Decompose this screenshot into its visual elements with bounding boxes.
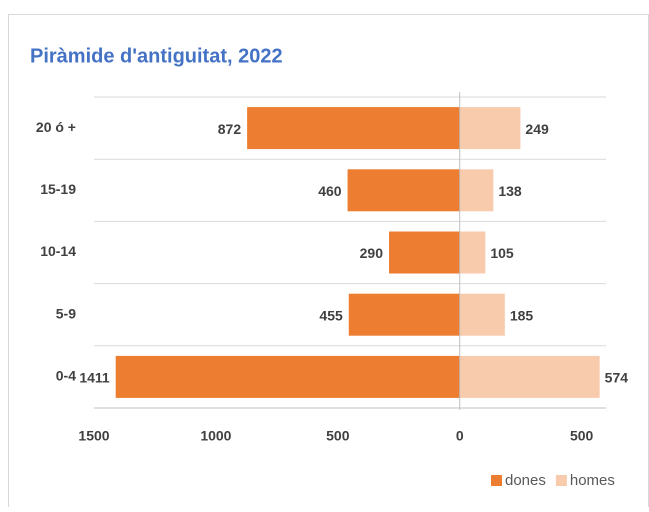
chart-title: Piràmide d'antiguitat, 2022 bbox=[30, 45, 283, 67]
y-tick-label: 0-4 bbox=[56, 368, 76, 384]
x-tick-label: 1500 bbox=[78, 428, 109, 444]
data-label: 574 bbox=[605, 370, 629, 386]
legend-swatch bbox=[491, 475, 502, 486]
x-tick-label: 500 bbox=[326, 428, 350, 444]
bar bbox=[247, 107, 460, 150]
y-tick-label: 10-14 bbox=[40, 243, 76, 259]
y-tick-label: 15-19 bbox=[40, 181, 76, 197]
y-tick-label: 20 ó + bbox=[36, 119, 76, 135]
bar bbox=[459, 169, 494, 212]
bar bbox=[389, 231, 460, 274]
data-label: 1411 bbox=[79, 370, 110, 386]
data-label: 290 bbox=[360, 245, 384, 261]
bar bbox=[459, 293, 505, 336]
x-tick-label: 1000 bbox=[200, 428, 231, 444]
legend-label: homes bbox=[570, 472, 615, 489]
y-tick-label: 5-9 bbox=[56, 305, 76, 321]
bar bbox=[347, 169, 460, 212]
bar bbox=[459, 355, 600, 398]
bar bbox=[459, 231, 486, 274]
x-tick-label: 0 bbox=[456, 428, 464, 444]
data-label: 138 bbox=[498, 183, 522, 199]
legend-swatch bbox=[555, 475, 567, 486]
data-label: 460 bbox=[318, 183, 342, 199]
legend-label: dones bbox=[505, 472, 546, 489]
data-label: 455 bbox=[319, 307, 343, 323]
bar bbox=[115, 355, 460, 398]
bar bbox=[459, 107, 521, 150]
bar bbox=[348, 293, 460, 336]
data-label: 249 bbox=[525, 121, 549, 137]
x-tick-label: 500 bbox=[570, 428, 594, 444]
data-label: 185 bbox=[510, 307, 534, 323]
data-label: 872 bbox=[218, 121, 242, 137]
data-label: 105 bbox=[490, 245, 514, 261]
